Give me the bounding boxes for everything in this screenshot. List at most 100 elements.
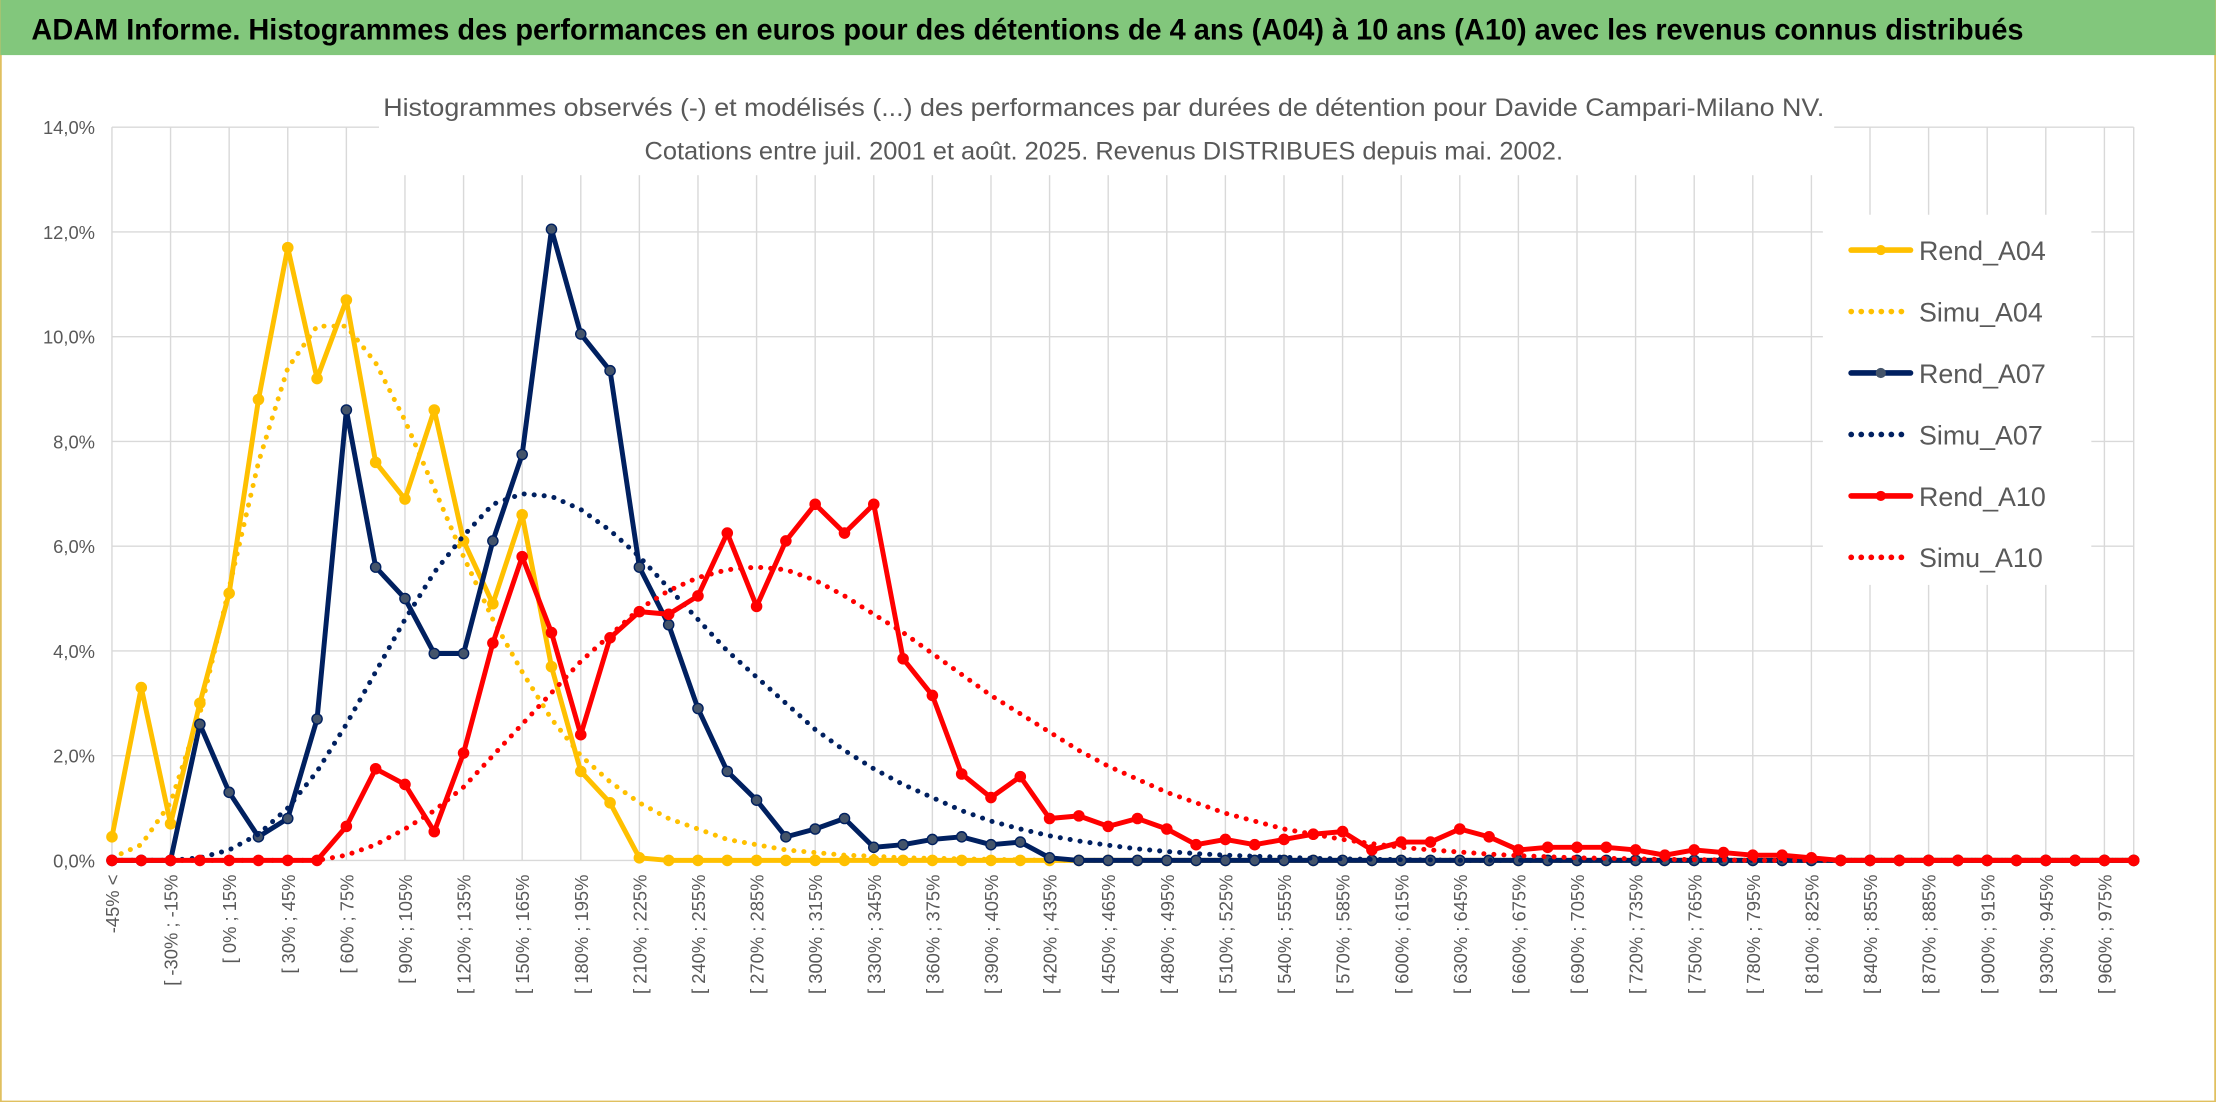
x-tick-label: [ 30% ; 45% (278, 875, 299, 974)
marker (516, 508, 528, 521)
marker (1190, 838, 1202, 851)
x-tick-label: [ 810% ; 825% (1801, 875, 1822, 994)
marker (1043, 851, 1056, 864)
marker (574, 765, 587, 778)
marker (1131, 812, 1144, 825)
marker (545, 626, 558, 639)
x-tick-label: [ 420% ; 435% (1040, 875, 1061, 994)
marker (487, 535, 499, 547)
marker (545, 223, 558, 236)
marker (487, 637, 499, 649)
marker (750, 854, 763, 867)
y-tick-label: 4,0% (53, 641, 95, 662)
x-tick-label: [ -30% ; -15% (161, 875, 182, 986)
marker (750, 600, 763, 613)
legend-label: Rend_A10 (1919, 482, 2046, 512)
marker (867, 841, 880, 854)
marker (164, 817, 177, 830)
marker (692, 854, 704, 867)
marker (1483, 831, 1495, 843)
dotted-line (109, 564, 2137, 863)
y-tick-label: 12,0% (43, 222, 95, 243)
marker (1043, 812, 1056, 825)
marker (633, 851, 646, 864)
marker (721, 765, 734, 778)
marker (281, 812, 294, 825)
x-tick-label: [ 360% ; 375% (922, 875, 943, 994)
marker (1424, 836, 1437, 848)
marker (1717, 846, 1730, 859)
legend-marker (1875, 367, 1886, 379)
marker (340, 820, 353, 833)
marker (399, 592, 411, 605)
marker (311, 372, 323, 385)
marker (2127, 854, 2140, 867)
x-tick-label: [ 210% ; 225% (629, 875, 650, 994)
marker (867, 498, 880, 511)
marker (809, 854, 821, 867)
marker (1600, 841, 1613, 854)
marker (780, 535, 792, 547)
marker (516, 550, 528, 563)
marker (780, 854, 792, 867)
y-tick-label: 14,0% (43, 117, 95, 138)
marker (662, 608, 675, 621)
banner (0, 0, 2216, 56)
marker (604, 364, 616, 377)
x-tick-label: [ 390% ; 405% (981, 875, 1002, 994)
legend-label: Simu_A10 (1919, 543, 2043, 573)
marker (1629, 844, 1642, 856)
marker (1453, 823, 1466, 835)
legend-marker (1875, 244, 1886, 256)
x-tick-label: [ 780% ; 795% (1743, 875, 1764, 994)
marker (369, 561, 382, 573)
marker (897, 652, 909, 665)
x-tick-label: [ 960% ; 975% (2094, 875, 2115, 994)
x-tick-label: [ 690% ; 705% (1567, 875, 1588, 994)
legend: Rend_A04 Simu_A04 Rend_A07 Simu_A07 Rend_A10… (1822, 214, 2092, 585)
marker (399, 778, 411, 791)
y-tick-label: 10,0% (43, 327, 95, 348)
marker (926, 833, 939, 846)
x-tick-label: [ 930% ; 945% (2036, 875, 2057, 994)
marker (1688, 844, 1700, 856)
marker (545, 660, 558, 673)
marker (1131, 854, 1144, 867)
chart-title: Histogrammes observés (-) et modélisés (… (383, 94, 1824, 122)
legend-label: Simu_A04 (1919, 297, 2043, 327)
x-tick-label: [ 450% ; 465% (1098, 875, 1119, 994)
marker (1366, 844, 1378, 856)
marker (1160, 823, 1173, 835)
marker (750, 794, 763, 806)
marker (1219, 833, 1232, 846)
marker (692, 702, 704, 715)
marker (340, 404, 353, 416)
marker (692, 590, 704, 602)
marker (457, 647, 470, 660)
marker (633, 561, 646, 573)
x-tick-label: [ 720% ; 735% (1626, 875, 1647, 994)
x-tick-label: [ 0% ; 15% (219, 875, 240, 964)
legend-label: Rend_A04 (1919, 236, 2046, 266)
marker (1014, 836, 1027, 848)
x-tick-label: [ 60% ; 75% (336, 875, 357, 974)
marker (399, 493, 411, 505)
marker (1014, 770, 1027, 783)
marker (1102, 854, 1114, 867)
x-tick-label: [ 570% ; 585% (1333, 875, 1354, 994)
marker (457, 747, 470, 759)
marker (1073, 810, 1085, 822)
marker (340, 294, 353, 306)
marker (252, 393, 265, 406)
marker (662, 618, 675, 631)
chart-subtitle: Cotations entre juil. 2001 et août. 2025… (644, 138, 1563, 166)
marker (897, 838, 909, 851)
x-tick-label: [ 180% ; 195% (571, 875, 592, 994)
x-tick-label: [ 150% ; 165% (512, 875, 533, 994)
marker (516, 448, 528, 461)
dotted-line (109, 491, 2137, 863)
x-tick-label: [ 240% ; 255% (688, 875, 709, 994)
x-tick-label: [ 120% ; 135% (454, 875, 475, 994)
marker (135, 681, 148, 694)
